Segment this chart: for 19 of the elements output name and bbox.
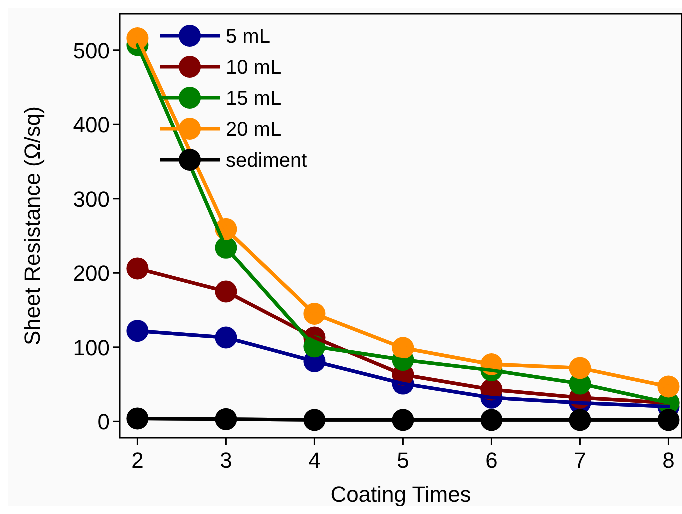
- y-tick-label: 500: [73, 38, 110, 64]
- legend-label: sediment: [226, 150, 308, 172]
- legend-label: 10 mL: [226, 57, 282, 79]
- y-tick-label: 300: [73, 186, 110, 212]
- x-tick-label: 3: [220, 448, 232, 473]
- legend-label: 20 mL: [226, 119, 282, 141]
- legend-label: 15 mL: [226, 88, 282, 110]
- y-tick-label: 400: [73, 112, 110, 138]
- x-tick-label: 7: [574, 448, 586, 473]
- y-tick-label: 0: [98, 410, 110, 435]
- x-tick-label: 2: [132, 448, 144, 473]
- y-axis-title: Sheet Resistance (Ω/sq): [20, 106, 45, 346]
- y-tick-label: 200: [73, 261, 110, 286]
- legend-label: 5 mL: [226, 26, 270, 48]
- x-tick-label: 8: [662, 448, 675, 473]
- x-tick-label: 4: [308, 448, 321, 473]
- x-tick-label: 5: [397, 448, 410, 473]
- x-tick-label: 6: [486, 448, 498, 473]
- y-tick-label: 100: [73, 335, 110, 360]
